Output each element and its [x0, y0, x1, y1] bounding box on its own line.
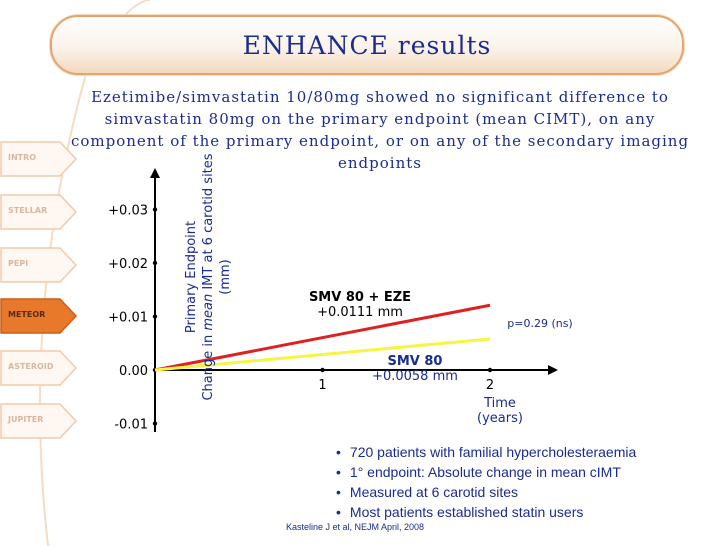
- y-tick-mark: [152, 421, 158, 426]
- series-label-smv: SMV 80 +0.0058 mm: [372, 354, 458, 384]
- series-line-smv80-eze: [154, 303, 491, 372]
- nav-tab-meteor[interactable]: METEOR: [0, 297, 78, 337]
- bullet-item: 1° endpoint: Absolute change in mean cIM…: [336, 462, 636, 482]
- y-tick-mark: [152, 314, 158, 319]
- nav-tab-label: METEOR: [8, 310, 46, 319]
- x-axis-title: Time (years): [477, 396, 523, 426]
- y-tick-mark: [152, 260, 158, 266]
- nav-tab-label: ASTEROID: [8, 362, 54, 371]
- y-tick-mark: [152, 207, 158, 212]
- subtitle-text: Ezetimibe/simvastatin 10/80mg showed no …: [70, 88, 690, 172]
- y-tick-label: +0.03: [108, 204, 148, 219]
- series-line-smv80: [154, 337, 491, 372]
- nav-tab-label: STELLAR: [8, 206, 48, 215]
- nav-tab-label: JUPITER: [8, 415, 44, 424]
- x-tick-label: 2: [486, 378, 494, 393]
- bullet-item: 720 patients with familial hypercholeste…: [336, 442, 636, 462]
- page-title: ENHANCE results: [242, 31, 492, 60]
- nav-tab-intro[interactable]: INTRO: [0, 140, 78, 180]
- nav-tab-jupiter[interactable]: JUPITER: [0, 402, 78, 442]
- nav-tab-label: INTRO: [8, 153, 37, 162]
- y-axis-label-line1: Primary Endpoint: [184, 220, 199, 334]
- citation: Kasteline J et al, NEJM April, 2008: [286, 522, 425, 532]
- nav-tab-asteroid[interactable]: ASTEROID: [0, 349, 78, 389]
- y-tick-label: 0.00: [119, 364, 148, 379]
- x-tick-mark: [487, 367, 493, 373]
- y-tick-label: -0.01: [114, 418, 148, 433]
- y-axis-label-line2: Change in mean IMT at 6 carotid sites: [201, 153, 216, 401]
- bullet-item: Measured at 6 carotid sites: [336, 482, 636, 502]
- title-banner: ENHANCE results: [50, 15, 684, 75]
- p-value-label: p=0.29 (ns): [507, 317, 573, 330]
- series-label-eze: SMV 80 + EZE +0.0111 mm: [308, 290, 412, 320]
- nav-tab-pepi[interactable]: PEPI: [0, 246, 78, 286]
- y-axis-label: Primary Endpoint Change in mean IMT at 6…: [183, 147, 233, 407]
- key-points-list: 720 patients with familial hypercholeste…: [336, 442, 636, 522]
- nav-tab-label: PEPI: [8, 259, 29, 268]
- bullet-item: Most patients established statin users: [336, 502, 636, 522]
- nav-tab-stellar[interactable]: STELLAR: [0, 193, 78, 233]
- x-tick-mark: [320, 367, 325, 373]
- x-tick-label: 1: [318, 378, 326, 393]
- y-axis-arrow: [150, 168, 160, 178]
- x-axis-arrow: [548, 365, 558, 375]
- y-tick-label: +0.02: [108, 257, 148, 272]
- y-axis-label-line3: (mm): [218, 259, 233, 295]
- y-tick-label: +0.01: [108, 311, 148, 326]
